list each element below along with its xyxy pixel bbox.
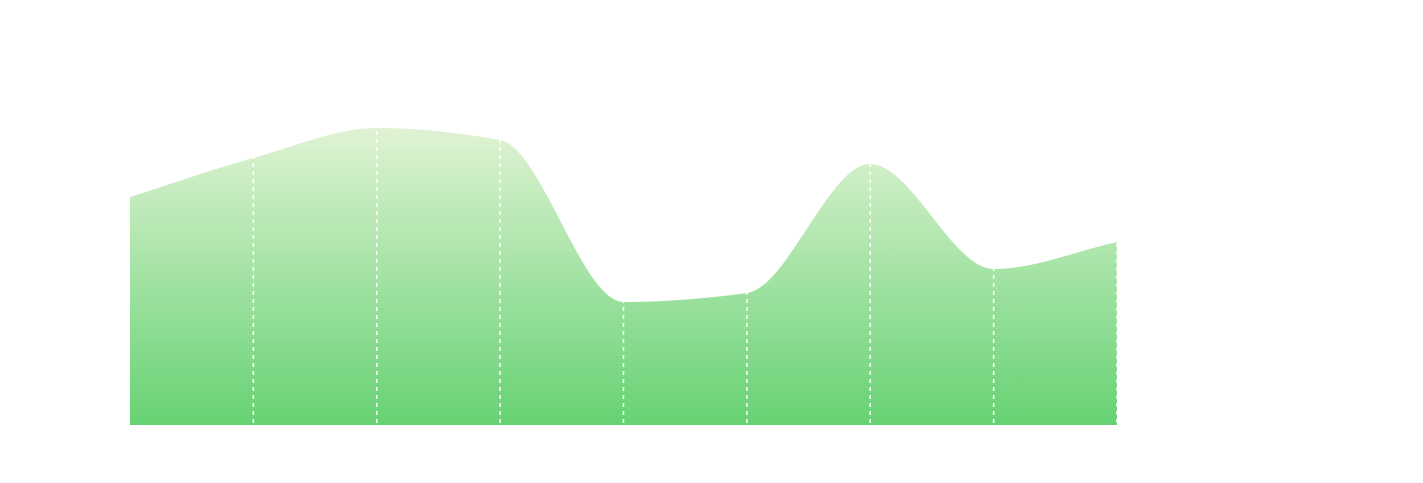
vertical-gridlines [252,115,1118,425]
